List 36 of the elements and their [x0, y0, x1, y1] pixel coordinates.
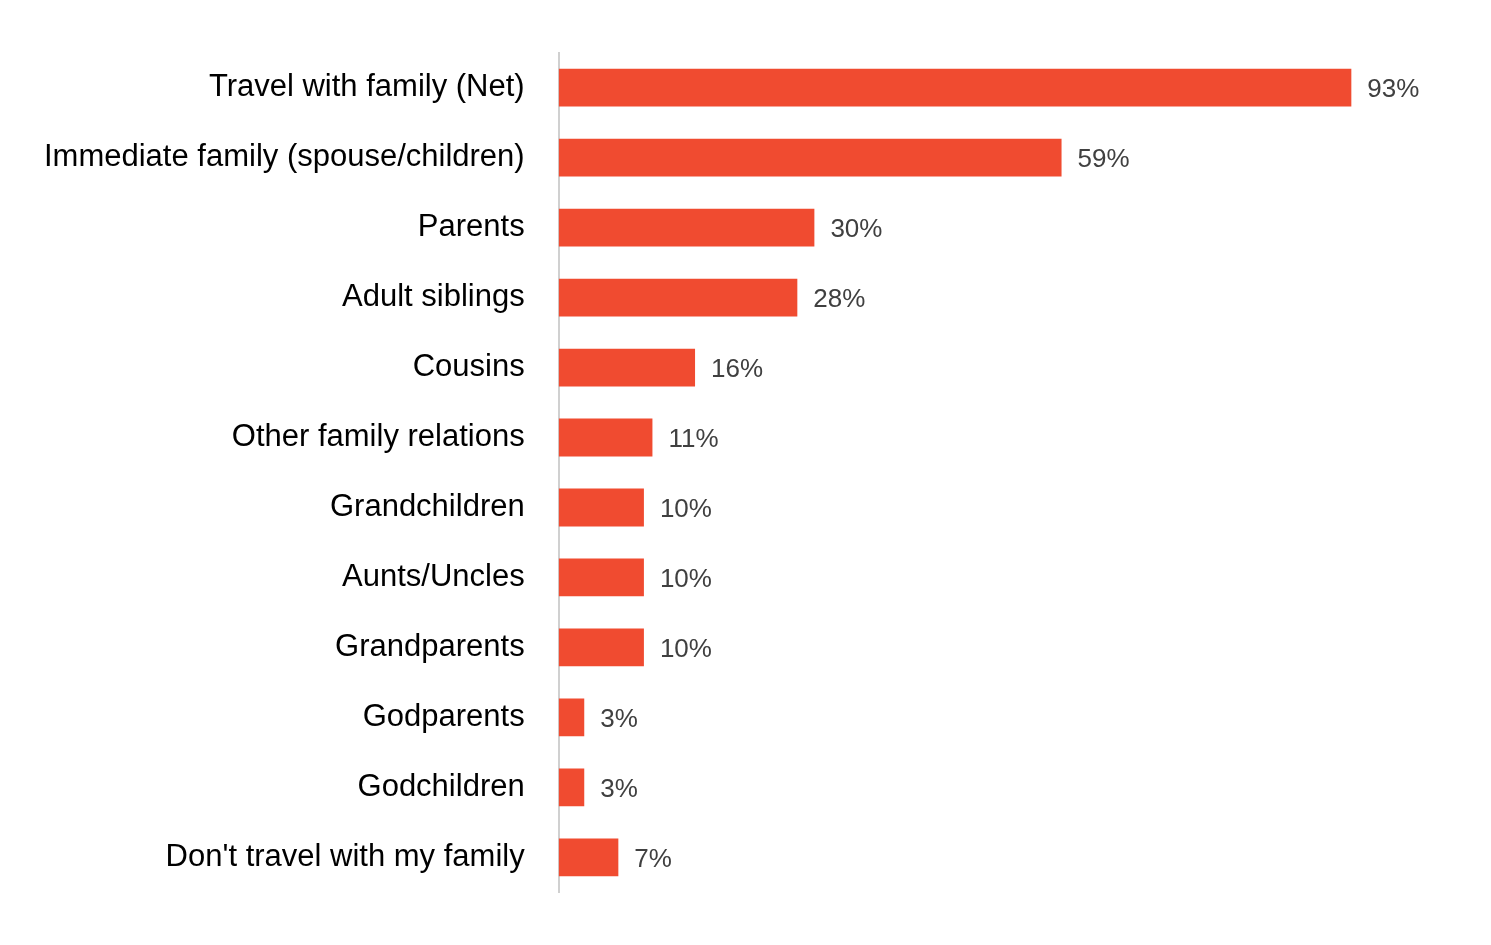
y-tick-label: Grandparents: [335, 628, 525, 664]
bar: [558, 698, 585, 737]
bar: [558, 488, 644, 527]
bar: [558, 208, 815, 247]
data-label: 7%: [634, 842, 672, 873]
y-tick-label: Adult siblings: [342, 278, 525, 314]
bar: [558, 628, 644, 667]
data-label: 28%: [813, 282, 866, 313]
y-tick-label: Don't travel with my family: [165, 837, 526, 873]
bar: [558, 768, 585, 807]
data-label: 10%: [659, 562, 712, 593]
y-tick-label: Travel with family (Net): [208, 68, 525, 104]
y-tick-label: Godparents: [362, 697, 525, 733]
bar: [558, 558, 644, 597]
bar: [558, 838, 619, 877]
y-tick-label: Immediate family (spouse/children): [43, 138, 525, 174]
data-label: 59%: [1077, 142, 1130, 173]
y-tick-label: Other family relations: [231, 418, 525, 454]
bar: [558, 278, 798, 317]
y-tick-label: Cousins: [412, 348, 525, 384]
data-label: 11%: [668, 422, 719, 453]
y-tick-label: Parents: [417, 208, 525, 244]
bar: [558, 348, 696, 387]
y-tick-label: Godchildren: [357, 767, 525, 803]
data-label: 3%: [600, 772, 638, 803]
data-label: 30%: [830, 212, 883, 243]
y-tick-label: Aunts/Uncles: [342, 558, 525, 594]
data-label: 3%: [600, 702, 638, 733]
data-label: 93%: [1367, 72, 1420, 103]
data-label: 10%: [659, 492, 712, 523]
y-tick-label: Grandchildren: [329, 488, 525, 524]
bar: [558, 418, 653, 457]
data-label: 16%: [711, 352, 764, 383]
bar: [558, 68, 1352, 107]
data-label: 10%: [659, 632, 712, 663]
bar: [558, 138, 1062, 177]
